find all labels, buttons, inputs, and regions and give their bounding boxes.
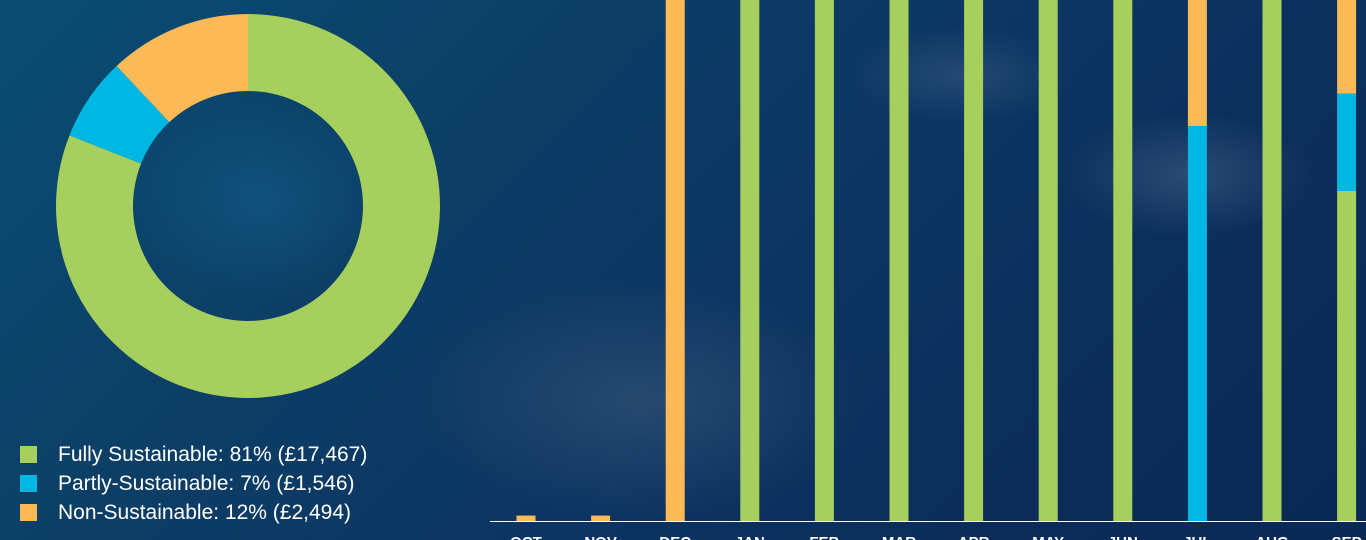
x-tick-label-dec: DEC bbox=[659, 534, 691, 540]
bar-nov-non-sustainable bbox=[591, 515, 611, 521]
bar-apr-fully-sustainable bbox=[964, 0, 984, 521]
x-tick-label-jun: JUN bbox=[1108, 534, 1138, 540]
legend-label-non-sustainable: Non-Sustainable: 12% (£2,494) bbox=[58, 500, 352, 524]
x-tick-label-mar: MAR bbox=[882, 534, 916, 540]
legend-item-partly-sustainable: Partly-Sustainable: 7% (£1,546) bbox=[20, 469, 367, 498]
bar-mar-fully-sustainable bbox=[889, 0, 909, 521]
x-tick-label-nov: NOV bbox=[584, 534, 617, 540]
donut-slice-fully-sustainable bbox=[56, 14, 441, 399]
bar-oct-non-sustainable bbox=[516, 515, 536, 521]
x-tick-label-oct: OCT bbox=[510, 534, 542, 540]
x-tick-label-apr: APR bbox=[958, 534, 990, 540]
donut-slice-non-sustainable bbox=[116, 14, 248, 123]
legend-label-fully-sustainable: Fully Sustainable: 81% (£17,467) bbox=[58, 442, 368, 466]
bar-jun-fully-sustainable bbox=[1113, 0, 1133, 521]
x-tick-label-aug: AUG bbox=[1255, 534, 1288, 540]
legend-item-fully-sustainable: Fully Sustainable: 81% (£17,467) bbox=[20, 440, 367, 469]
bar-jul-non-sustainable bbox=[1187, 0, 1207, 127]
bar-sep-non-sustainable bbox=[1337, 0, 1357, 94]
bar-feb-fully-sustainable bbox=[814, 0, 834, 521]
bar-may-fully-sustainable bbox=[1038, 0, 1058, 521]
bar-dec-non-sustainable bbox=[665, 0, 685, 521]
bar-sep-fully-sustainable bbox=[1337, 190, 1357, 522]
bar-jan-fully-sustainable bbox=[740, 0, 760, 521]
legend-swatch-fully-sustainable bbox=[20, 446, 37, 463]
bar-jul-partly-sustainable bbox=[1187, 126, 1207, 521]
bar-aug-fully-sustainable bbox=[1262, 0, 1282, 521]
legend-swatch-non-sustainable bbox=[20, 504, 37, 521]
x-tick-label-feb: FEB bbox=[809, 534, 839, 540]
x-tick-label-may: MAY bbox=[1032, 534, 1064, 540]
donut-legend: Fully Sustainable: 81% (£17,467) Partly-… bbox=[20, 440, 367, 527]
spend-donut-chart bbox=[56, 14, 441, 399]
legend-swatch-partly-sustainable bbox=[20, 475, 37, 492]
legend-label-partly-sustainable: Partly-Sustainable: 7% (£1,546) bbox=[58, 471, 355, 495]
x-tick-label-jan: JAN bbox=[735, 534, 765, 540]
bar-sep-partly-sustainable bbox=[1337, 93, 1357, 191]
x-tick-label-jul: JUL bbox=[1183, 534, 1211, 540]
donut-slice-partly-sustainable bbox=[69, 66, 170, 164]
x-tick-label-sep: SEP bbox=[1332, 534, 1362, 540]
legend-item-non-sustainable: Non-Sustainable: 12% (£2,494) bbox=[20, 498, 367, 527]
